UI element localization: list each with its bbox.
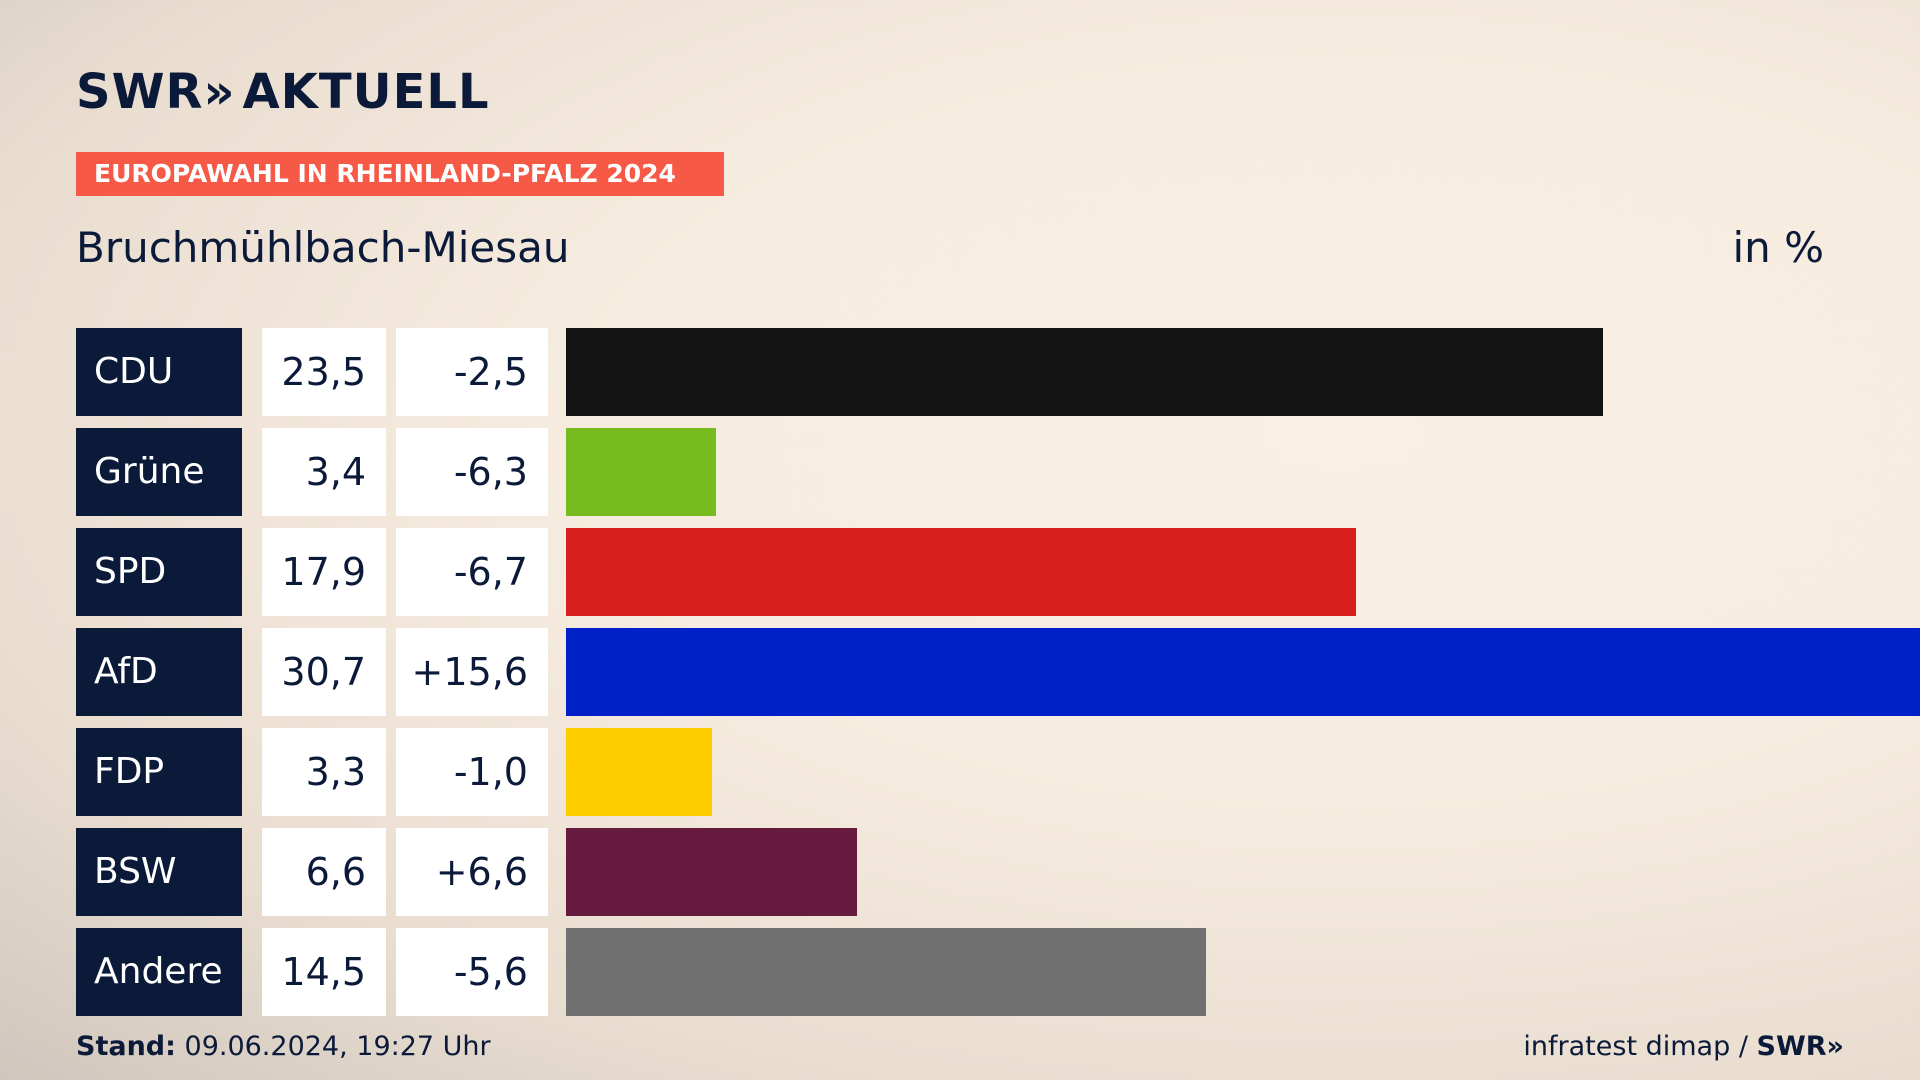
party-label: Grüne <box>76 428 242 516</box>
source-text: infratest dimap / <box>1523 1031 1748 1062</box>
vote-change-value: -5,6 <box>396 928 548 1016</box>
vote-share-value: 6,6 <box>262 828 386 916</box>
vote-change-value: -6,3 <box>396 428 548 516</box>
vote-share-value: 3,3 <box>262 728 386 816</box>
party-label: BSW <box>76 828 242 916</box>
source-brand: SWR» <box>1756 1031 1844 1062</box>
result-bar <box>566 628 1920 716</box>
result-bar <box>566 728 712 816</box>
swr-aktuell-logo: SWR» AKTUELL <box>76 66 490 118</box>
party-label: Andere <box>76 928 242 1016</box>
party-label: FDP <box>76 728 242 816</box>
result-bar <box>566 828 857 916</box>
vote-share-value: 17,9 <box>262 528 386 616</box>
result-bar <box>566 428 716 516</box>
logo-swr-text: SWR <box>76 64 204 120</box>
election-banner: EUROPAWAHL IN RHEINLAND-PFALZ 2024 <box>76 152 724 196</box>
vote-change-value: +15,6 <box>396 628 548 716</box>
timestamp: Stand: 09.06.2024, 19:27 Uhr <box>76 1030 491 1064</box>
stand-label: Stand: <box>76 1031 176 1062</box>
result-bar <box>566 928 1206 1016</box>
unit-label: in % <box>1732 223 1824 272</box>
vote-share-value: 23,5 <box>262 328 386 416</box>
vote-change-value: +6,6 <box>396 828 548 916</box>
stand-value: 09.06.2024, 19:27 Uhr <box>184 1031 491 1062</box>
vote-share-value: 30,7 <box>262 628 386 716</box>
vote-change-value: -2,5 <box>396 328 548 416</box>
vote-change-value: -1,0 <box>396 728 548 816</box>
party-label: AfD <box>76 628 242 716</box>
vote-share-value: 14,5 <box>262 928 386 1016</box>
source-credit: infratest dimap / SWR» <box>1523 1030 1844 1064</box>
region-title: Bruchmühlbach-Miesau <box>76 223 570 272</box>
logo-aktuell-text: AKTUELL <box>242 64 490 120</box>
vote-share-value: 3,4 <box>262 428 386 516</box>
result-bar <box>566 528 1356 616</box>
logo-chevron-icon: » <box>203 64 234 120</box>
party-label: SPD <box>76 528 242 616</box>
vote-change-value: -6,7 <box>396 528 548 616</box>
party-label: CDU <box>76 328 242 416</box>
result-bar <box>566 328 1603 416</box>
